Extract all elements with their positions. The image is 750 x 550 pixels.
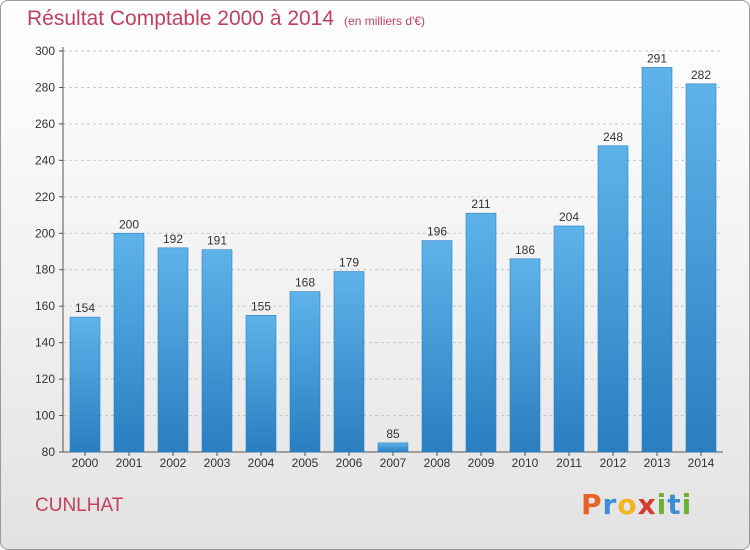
data-label: 196 [427,225,447,239]
x-tick-label: 2009 [468,456,495,470]
y-tick-label: 100 [35,409,55,423]
logo-letter: i [681,488,693,521]
x-tick-label: 2003 [204,456,231,470]
data-label: 179 [339,256,359,270]
logo-letter: t [667,488,682,521]
data-label: 191 [207,234,227,248]
bar [333,271,365,453]
x-tick-label: 2000 [72,456,99,470]
x-tick-label: 2012 [600,456,627,470]
data-label: 154 [75,301,95,315]
bar [113,232,145,453]
y-tick-label: 200 [35,226,55,240]
x-tick-label: 2004 [248,456,275,470]
y-tick-label: 300 [35,44,55,58]
data-label: 85 [386,427,400,441]
y-tick-label: 120 [35,372,55,386]
bar [465,212,497,453]
bar [201,249,233,453]
bar [245,314,277,453]
place-name: CUNLHAT [35,495,124,516]
y-tick-label: 160 [35,299,55,313]
chart-subtitle: (en milliers d'€) [344,14,426,28]
y-tick-label: 80 [42,445,56,459]
x-tick-label: 2006 [336,456,363,470]
chart-title: Résultat Comptable 2000 à 2014 (en millie… [27,7,425,31]
chart-title-text: Résultat Comptable 2000 à 2014 [27,7,335,30]
logo-letter: r [602,488,618,521]
y-tick-label: 260 [35,117,55,131]
y-tick-label: 280 [35,80,55,94]
logo-letter: o [617,488,638,521]
bar [289,291,321,453]
logo-letter: P [581,488,603,521]
data-label: 204 [559,210,579,224]
data-label: 248 [603,130,623,144]
data-label: 155 [251,299,271,313]
bar [553,225,585,453]
data-label: 186 [515,243,535,257]
y-tick-label: 240 [35,153,55,167]
logo-letter: x [637,488,657,521]
y-tick-label: 220 [35,190,55,204]
data-label: 282 [691,68,711,82]
x-tick-label: 2014 [688,456,715,470]
bar [377,442,409,453]
data-label: 291 [647,51,667,65]
y-tick-label: 140 [35,336,55,350]
bar [685,83,717,453]
x-tick-label: 2005 [292,456,319,470]
proxiti-logo[interactable]: Proxiti [581,488,692,521]
bar [157,247,189,453]
x-tick-label: 2013 [644,456,671,470]
bar [421,240,453,453]
x-tick-label: 2002 [160,456,187,470]
data-label: 200 [119,217,139,231]
x-tick-label: 2008 [424,456,451,470]
x-tick-label: 2007 [380,456,407,470]
x-tick-label: 2010 [512,456,539,470]
bar [69,316,101,453]
data-label: 211 [471,197,490,211]
bar [597,145,629,453]
x-tick-label: 2011 [556,456,582,470]
data-label: 168 [295,276,315,290]
data-label: 192 [163,232,183,246]
bar [509,258,541,453]
bar [641,67,673,453]
logo-letter: i [656,488,668,521]
y-tick-label: 180 [35,263,55,277]
x-tick-label: 2001 [116,456,143,470]
